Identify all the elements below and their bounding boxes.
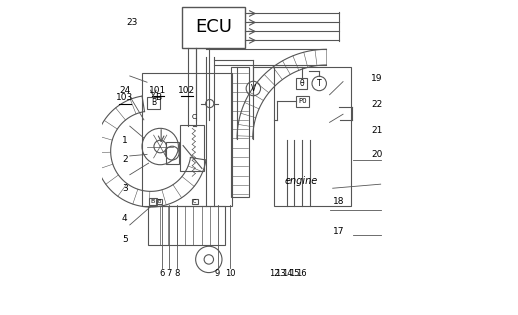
Bar bbox=[149, 198, 157, 205]
Text: 12: 12 bbox=[269, 269, 279, 278]
Bar bbox=[296, 78, 307, 89]
Text: 8: 8 bbox=[174, 269, 180, 278]
Text: 24: 24 bbox=[119, 86, 131, 94]
Text: B: B bbox=[151, 199, 155, 204]
Text: B: B bbox=[151, 98, 156, 107]
Text: 7: 7 bbox=[166, 269, 171, 278]
Text: 14: 14 bbox=[282, 269, 293, 278]
Text: 2: 2 bbox=[122, 155, 127, 163]
Text: 9: 9 bbox=[215, 269, 220, 278]
Text: 10: 10 bbox=[225, 269, 235, 278]
Text: C: C bbox=[193, 199, 196, 204]
Bar bbox=[274, 66, 351, 206]
Text: 1: 1 bbox=[122, 136, 127, 145]
Text: θ: θ bbox=[299, 79, 304, 88]
Text: P0: P0 bbox=[298, 98, 307, 104]
Text: 18: 18 bbox=[333, 197, 344, 206]
Text: 102: 102 bbox=[178, 86, 195, 94]
Bar bbox=[296, 96, 309, 107]
Text: 3: 3 bbox=[122, 184, 127, 193]
Text: B: B bbox=[155, 94, 161, 102]
Bar bbox=[148, 206, 224, 245]
Text: 22: 22 bbox=[371, 100, 382, 109]
Text: ECU: ECU bbox=[195, 18, 232, 36]
Bar bbox=[147, 97, 160, 109]
Text: 13: 13 bbox=[275, 269, 285, 278]
Text: B: B bbox=[157, 199, 161, 204]
Text: 19: 19 bbox=[371, 74, 382, 83]
Text: 101: 101 bbox=[149, 86, 167, 94]
Text: T: T bbox=[317, 79, 322, 88]
Bar bbox=[232, 66, 249, 197]
Text: 6: 6 bbox=[159, 269, 165, 278]
Bar bbox=[156, 199, 163, 204]
Text: 4: 4 bbox=[122, 214, 127, 223]
Text: engine: engine bbox=[285, 176, 318, 186]
Text: 15: 15 bbox=[289, 269, 299, 278]
Text: V: V bbox=[251, 84, 256, 93]
Text: 103: 103 bbox=[116, 94, 134, 102]
Text: C: C bbox=[191, 114, 196, 120]
Text: 16: 16 bbox=[296, 269, 307, 278]
Text: 5: 5 bbox=[122, 235, 127, 243]
Bar bbox=[142, 73, 232, 206]
Text: 23: 23 bbox=[126, 18, 138, 26]
Text: 21: 21 bbox=[371, 126, 382, 135]
Text: 17: 17 bbox=[333, 227, 344, 236]
Bar bbox=[180, 125, 205, 171]
Text: 20: 20 bbox=[371, 151, 382, 159]
Bar bbox=[182, 7, 245, 48]
Bar bbox=[166, 142, 179, 164]
Bar bbox=[192, 199, 198, 204]
